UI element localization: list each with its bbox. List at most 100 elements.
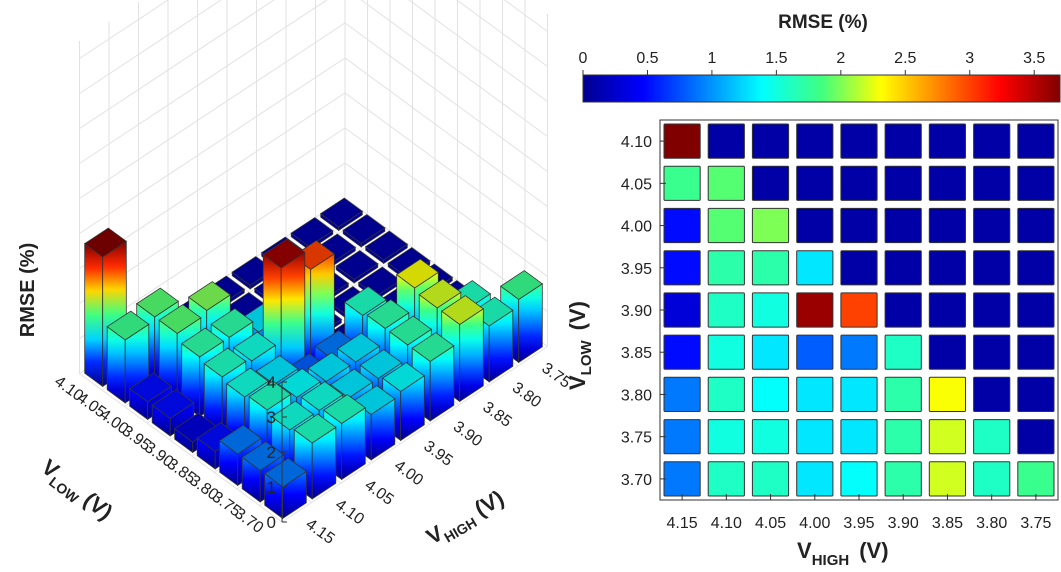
bar3d-vhigh-label: VHIGH(V) <box>422 485 510 553</box>
heatmap-xtick-label: 4.05 <box>755 515 786 532</box>
heatmap-cell <box>1017 207 1055 244</box>
heatmap-cell <box>884 376 922 412</box>
bar3d-wall-gridline <box>79 127 548 304</box>
heatmap-xtick-label: 4.15 <box>667 515 698 532</box>
bar3d-chart: 012344.104.054.003.953.903.853.803.753.7… <box>17 0 574 553</box>
heatmap-cell <box>707 123 745 159</box>
bar3d-ztick-label: 4 <box>267 373 276 392</box>
bar3d-vhigh-tick-label: 3.95 <box>420 438 455 470</box>
heatmap-ylabel-main: V <box>565 375 590 390</box>
bar3d-bar-top <box>307 352 351 382</box>
bar3d-bar-top <box>262 238 306 269</box>
heatmap-cell <box>884 123 922 159</box>
colorbar-tick-label: 1 <box>707 50 716 67</box>
colorbar-tick-label: 1.5 <box>765 50 787 67</box>
heatmap-cell <box>796 123 834 159</box>
heatmap-cell <box>1017 376 1055 412</box>
heatmap-cell <box>884 419 922 455</box>
svg-text:VHIGH(V): VHIGH(V) <box>422 485 510 553</box>
bar3d-bar-face <box>459 308 484 403</box>
bar3d-floor-gridline <box>79 373 283 523</box>
heatmap-cell <box>663 123 701 159</box>
heatmap-cell <box>796 334 834 370</box>
colorbar-tick-label: 0.5 <box>636 50 658 67</box>
heatmap-cell <box>707 292 745 328</box>
heatmap-ticks: 4.10 4.05 4.00 3.95 3.90 3.85 3.80 3.75 3.70 4.15… <box>621 134 1052 532</box>
bar3d-bar-top <box>84 227 127 258</box>
bar3d-bar-top <box>323 394 366 424</box>
heatmap-cell <box>751 334 790 370</box>
heatmap-cell <box>751 207 790 244</box>
svg-text:VLOW(V): VLOW (V) <box>565 301 595 390</box>
svg-text:VHIGH(V): VHIGH(V) <box>797 538 889 569</box>
bar3d-bar-top <box>255 355 299 385</box>
bar3d-bar-top <box>181 327 224 358</box>
bar3d-bar-top <box>233 331 276 362</box>
heatmap-cell <box>884 334 922 370</box>
bar3d-vhigh-label-sub: HIGH <box>441 514 479 545</box>
heatmap-cell <box>751 165 790 201</box>
heatmap-cell <box>973 250 1011 286</box>
heatmap-cell <box>884 250 922 286</box>
heatmap-cell <box>973 419 1011 455</box>
bar3d-bar-top <box>366 299 410 329</box>
heatmap-cell <box>751 419 790 455</box>
bar3d-bar-top <box>389 315 432 346</box>
heatmap-cell <box>928 250 966 286</box>
bar3d-bar-top <box>210 308 254 338</box>
bar3d-wall-gridline <box>79 0 548 59</box>
heatmap-cell <box>1017 419 1055 455</box>
bar3d-bar-top <box>382 362 425 392</box>
bar3d-floor-gridline <box>281 346 548 523</box>
heatmap-ylabel-sub: LOW <box>578 339 595 375</box>
heatmap-cell <box>973 123 1011 159</box>
bar3d-bar-top <box>136 287 179 318</box>
colorbar-tick-label: 3.5 <box>1023 50 1045 67</box>
heatmap-cell <box>796 376 834 412</box>
heatmap-ytick-label: 4.05 <box>621 176 652 193</box>
heatmap-cell <box>663 292 701 328</box>
heatmap-xtick-label: 3.80 <box>976 515 1007 532</box>
heatmap-cell <box>884 292 922 328</box>
svg-text:VLOW(V): VLOW(V) <box>34 454 117 528</box>
bar3d-bar-top <box>441 295 484 325</box>
bar3d-ztick-label: 2 <box>267 443 276 462</box>
heatmap-cell <box>973 376 1011 412</box>
heatmap-cell <box>973 207 1011 244</box>
heatmap-cell <box>840 461 878 497</box>
bar3d-wall-gridline <box>79 57 548 234</box>
bar3d-bar-top <box>106 310 150 341</box>
heatmap-cell <box>840 123 878 159</box>
heatmap-ytick-label: 3.90 <box>621 303 652 320</box>
heatmap-xtick-label: 3.75 <box>1020 515 1051 532</box>
heatmap-cell <box>796 292 834 328</box>
bar3d-bar-top <box>365 230 408 261</box>
heatmap-cells <box>663 123 1055 497</box>
bar3d-bar-top <box>500 270 543 300</box>
colorbar-ticks: 0 0.5 1 1.5 2 2.5 3 3.5 <box>579 50 1045 75</box>
bar3d-vhigh-tick-label: 3.85 <box>479 399 514 431</box>
colorbar-tick-label: 2 <box>836 50 845 67</box>
heatmap-cell <box>840 419 878 455</box>
heatmap-cell <box>840 376 878 412</box>
heatmap-cell <box>973 165 1011 201</box>
bar3d-ztick-label: 0 <box>267 513 276 532</box>
bar3d-bar-top <box>293 413 337 444</box>
heatmap-cell <box>751 461 790 497</box>
heatmap-cell <box>796 207 834 244</box>
heatmap-cell <box>663 419 701 455</box>
bar3d-bar-top <box>248 380 292 411</box>
heatmap-ylabel-unit: (V) <box>565 301 590 330</box>
heatmap-xlabel: VHIGH (V) <box>797 538 889 569</box>
heatmap-cell <box>928 334 966 370</box>
bar3d-bar-top <box>241 441 285 471</box>
bar3d-zlabel: RMSE (%) <box>17 243 39 337</box>
bar3d-vhigh-tick-label: 4.00 <box>391 457 426 489</box>
heatmap-xtick-label: 4.10 <box>711 515 742 532</box>
bar3d-vhigh-tick-label: 3.90 <box>450 418 485 450</box>
heatmap-cell <box>663 250 701 286</box>
heatmap-cell <box>884 165 922 201</box>
bar3d-bars <box>84 197 543 520</box>
bar3d-vhigh-tick-label: 3.80 <box>509 379 544 411</box>
